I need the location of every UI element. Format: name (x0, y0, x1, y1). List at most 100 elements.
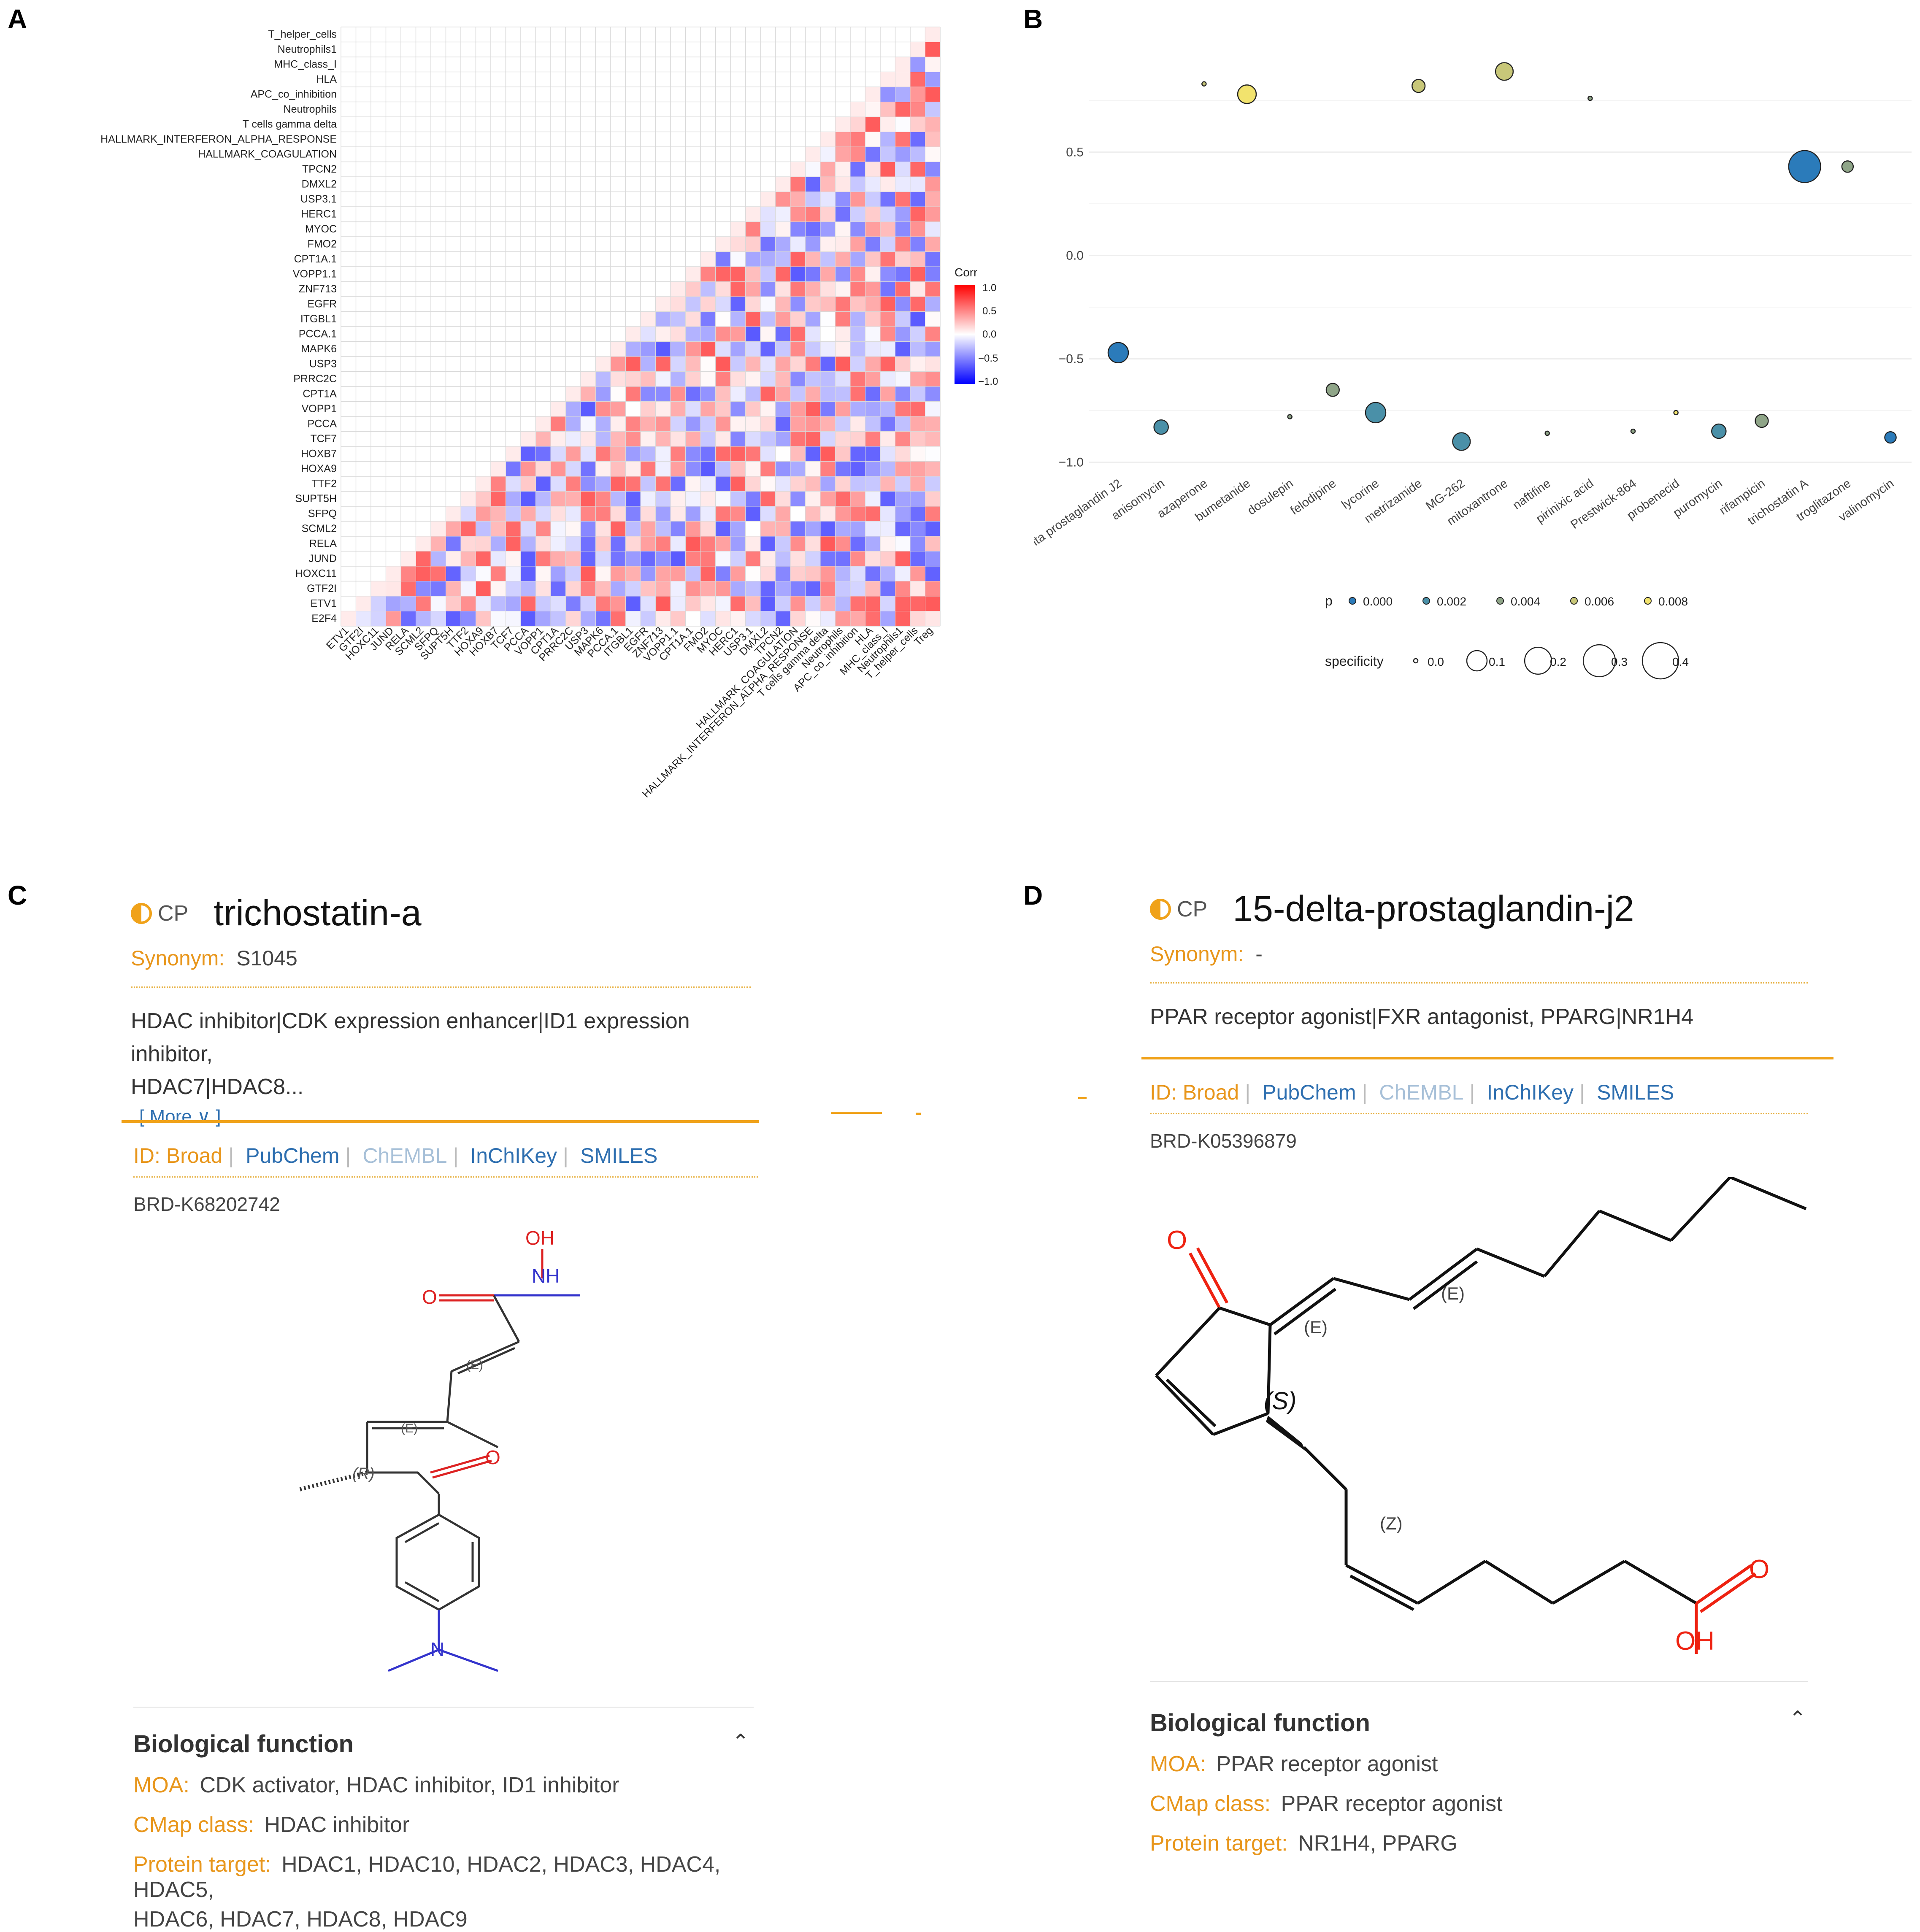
heatmap-cell (371, 596, 386, 611)
heatmap-cell (865, 611, 880, 626)
heatmap-cell (521, 432, 535, 446)
legend-specificity-swatch (1466, 650, 1488, 672)
chembl-link[interactable]: ChEMBL (362, 1144, 447, 1167)
heatmap-cell (836, 402, 850, 416)
heatmap-cell (746, 581, 760, 596)
heatmap-cell (506, 581, 521, 596)
heatmap-cell (776, 297, 790, 311)
heatmap-cell (925, 581, 940, 596)
heatmap-cell (895, 551, 910, 566)
biological-function-d: Biological function MOA: PPAR receptor a… (1150, 1709, 1808, 1856)
pubchem-link[interactable]: PubChem (1262, 1081, 1356, 1104)
heatmap-cell (611, 386, 625, 401)
heatmap-cell (656, 581, 671, 596)
heatmap-legend-gradient (955, 285, 975, 384)
heatmap-cell (790, 492, 805, 506)
moa-summary: PPAR receptor agonist|FXR antagonist, PP… (1150, 1000, 1833, 1033)
heatmap-cell (925, 446, 940, 461)
heatmap-cell (820, 566, 835, 581)
heatmap-cell (836, 536, 850, 551)
heatmap-cell (746, 446, 760, 461)
legend-specificity-title: specificity (1325, 654, 1384, 669)
heatmap-cell (476, 596, 491, 611)
heatmap-cell (895, 462, 910, 476)
heatmap-cell (521, 476, 535, 491)
heatmap-cell (716, 357, 730, 371)
heatmap-cell (671, 416, 685, 431)
heatmap-cell (596, 581, 611, 596)
heatmap-cell (700, 297, 715, 311)
heatmap-cell (730, 237, 745, 251)
heatmap-cell (521, 536, 535, 551)
id-broad-link[interactable]: ID: Broad (133, 1144, 223, 1167)
heatmap-cell (686, 611, 700, 626)
heatmap-cell (880, 267, 895, 281)
heatmap-cell (416, 581, 431, 596)
id-broad-link[interactable]: ID: Broad (1150, 1081, 1239, 1104)
heatmap-cell (716, 581, 730, 596)
heatmap-cell (760, 536, 775, 551)
heatmap-cell (521, 522, 535, 536)
heatmap-cell (836, 147, 850, 162)
pubchem-link[interactable]: PubChem (246, 1144, 340, 1167)
heatmap-cell (746, 536, 760, 551)
heatmap-cell (476, 492, 491, 506)
heatmap-cell (776, 282, 790, 297)
heatmap-cell (910, 162, 925, 177)
inchikey-link[interactable]: InChIKey (1487, 1081, 1574, 1104)
heatmap-cell (656, 342, 671, 357)
compound-header: CP 15-delta-prostaglandin-j2 (1150, 888, 1833, 930)
heatmap-cell (446, 522, 461, 536)
heatmap-cell (820, 536, 835, 551)
heatmap-cell (790, 566, 805, 581)
heatmap-cell (836, 192, 850, 207)
heatmap-cell (431, 581, 446, 596)
smiles-link[interactable]: SMILES (1596, 1081, 1674, 1104)
legend-specificity-swatch (1582, 644, 1616, 678)
heatmap-cell (746, 506, 760, 521)
heatmap-cell (566, 402, 581, 416)
heatmap-cell (850, 312, 865, 327)
heatmap-cell (700, 372, 715, 386)
cp-label: CP (158, 901, 189, 926)
heatmap-cell (895, 357, 910, 371)
heatmap-cell (461, 611, 476, 626)
heatmap-cell (671, 402, 685, 416)
heatmap-cell (746, 222, 760, 237)
heatmap-cell (790, 192, 805, 207)
heatmap-cell (746, 282, 760, 297)
heatmap-cell (806, 462, 820, 476)
heatmap-cell (865, 102, 880, 117)
heatmap-cell (641, 312, 655, 327)
heatmap-cell (925, 416, 940, 431)
legend-p-value: 0.006 (1585, 595, 1614, 608)
heatmap-cell (790, 327, 805, 341)
heatmap-cell (760, 252, 775, 267)
moa-row: MOA: CDK activator, HDAC inhibitor, ID1 … (133, 1773, 758, 1798)
heatmap-cell (760, 551, 775, 566)
heatmap-cell (596, 357, 611, 371)
heatmap-cell (790, 222, 805, 237)
heatmap-cell (895, 342, 910, 357)
chembl-link[interactable]: ChEMBL (1379, 1081, 1464, 1104)
heatmap-cell (626, 522, 641, 536)
heatmap-cell (865, 506, 880, 521)
heatmap-row-label: PRRC2C (293, 373, 337, 385)
heatmap-cell (491, 581, 506, 596)
collapse-chevron-icon[interactable]: ⌃ (732, 1731, 749, 1753)
more-link[interactable]: [ More ∨ ] (139, 1106, 221, 1127)
heatmap-cell (476, 581, 491, 596)
heatmap-cell (925, 536, 940, 551)
heatmap-cell (836, 416, 850, 431)
heatmap-cell (895, 611, 910, 626)
heatmap-cell (671, 551, 685, 566)
heatmap-cell (925, 342, 940, 357)
heatmap-cell (776, 252, 790, 267)
inchikey-link[interactable]: InChIKey (470, 1144, 557, 1167)
collapse-chevron-icon[interactable]: ⌃ (1789, 1708, 1806, 1730)
heatmap-cell (716, 402, 730, 416)
smiles-link[interactable]: SMILES (580, 1144, 658, 1167)
heatmap-cell (581, 566, 595, 581)
panel-label-b: B (1023, 4, 1043, 34)
heatmap-cell (850, 342, 865, 357)
